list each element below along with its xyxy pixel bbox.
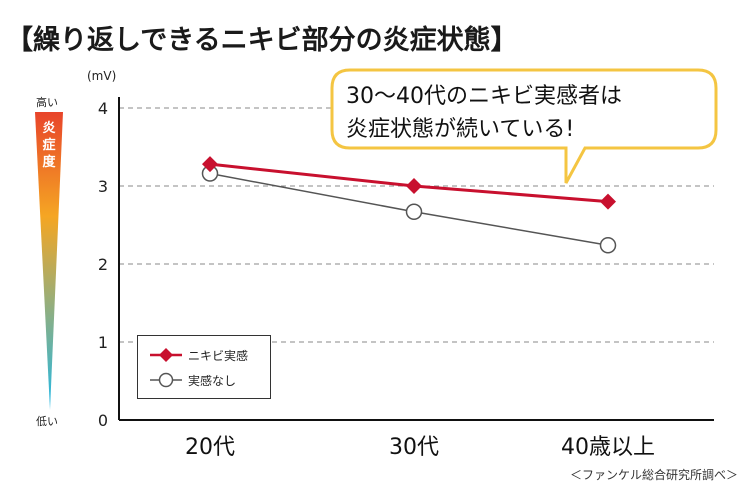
scale-mid-char-2: 症 (42, 138, 56, 153)
scale-top-label: 高い (36, 96, 58, 109)
legend-marker-circle (150, 372, 182, 388)
scale-gradient-bar (35, 112, 63, 410)
y-tick-label: 1 (98, 333, 108, 352)
callout-line-2: 炎症状態が続いている! (346, 117, 575, 142)
series-layer (201, 156, 617, 254)
legend-marker-diamond (150, 348, 182, 362)
legend-item-series2: 実感なし (148, 370, 268, 390)
data-point-diamond (406, 178, 422, 194)
callout-bubble (330, 68, 718, 184)
y-tick-labels: 0 1 2 3 4 (98, 99, 108, 430)
scale-mid-label: 炎 症 度 (39, 120, 59, 171)
x-tick-label: 20代 (185, 435, 235, 460)
legend: ニキビ実感 実感なし (137, 335, 271, 399)
y-tick-label: 2 (98, 255, 108, 274)
y-tick-label: 3 (98, 177, 108, 196)
y-tick-label: 0 (98, 411, 108, 430)
y-tick-label: 4 (98, 99, 108, 118)
chart-title: 【繰り返しできるニキビ部分の炎症状態】 (6, 25, 518, 56)
data-point-diamond (202, 156, 218, 173)
legend-item-series1: ニキビ実感 (148, 345, 268, 365)
scale-mid-char-3: 度 (42, 155, 56, 170)
legend-label-series1: ニキビ実感 (188, 349, 249, 363)
x-tick-label: 30代 (389, 435, 439, 460)
callout-line-1: 30〜40代のニキビ実感者は (346, 84, 622, 109)
source-note: ＜ファンケル総合研究所調べ＞ (569, 468, 738, 482)
data-point-diamond (600, 193, 616, 210)
y-axis-unit: (mV) (87, 69, 116, 83)
scale-mid-char-1: 炎 (42, 121, 56, 136)
data-point-circle (405, 203, 423, 220)
series-line-1 (209, 162, 609, 204)
legend-label-series2: 実感なし (188, 374, 237, 388)
scale-bottom-label: 低い (36, 415, 58, 428)
callout-text: 30〜40代のニキビ実感者は 炎症状態が続いている! (346, 80, 686, 146)
x-tick-label: 40歳以上 (561, 435, 655, 460)
x-tick-labels: 20代 30代 40歳以上 (185, 435, 655, 460)
data-point-circle (599, 237, 617, 254)
